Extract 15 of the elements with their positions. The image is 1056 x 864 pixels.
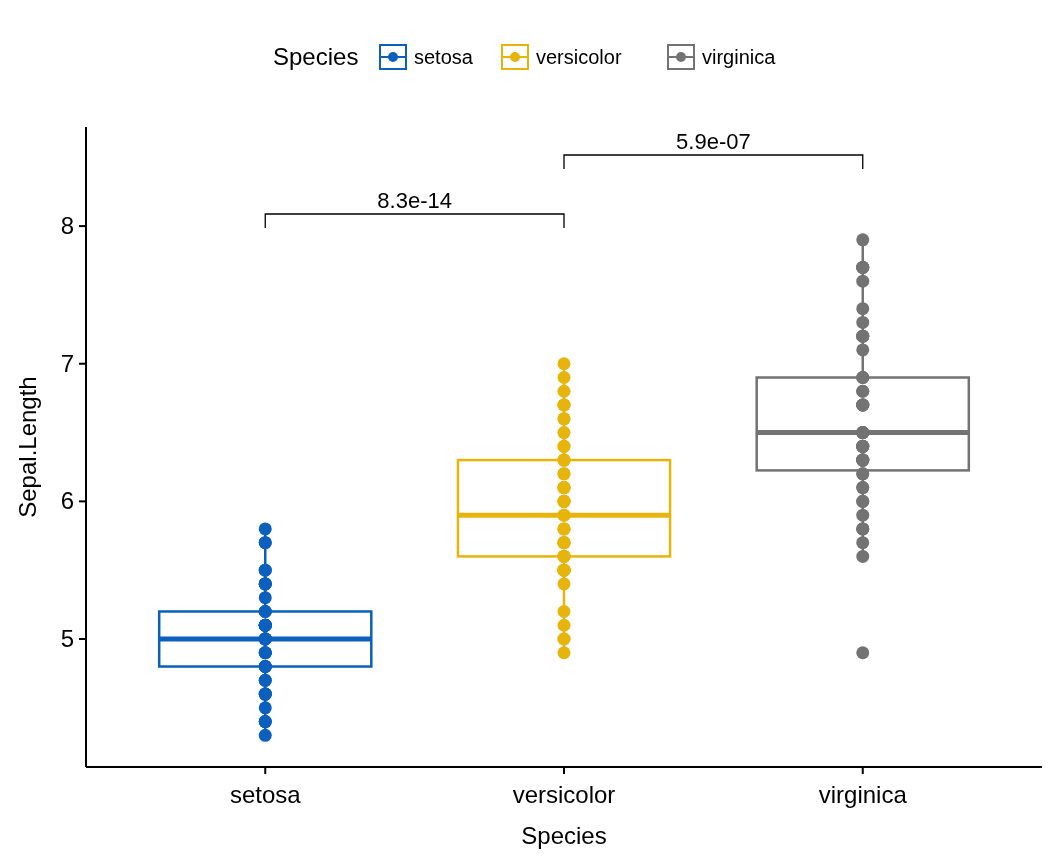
annotation: 8.3e-14: [377, 188, 452, 213]
x-tick-label: versicolor: [512, 781, 616, 808]
x-tick-label: setosa: [229, 781, 302, 808]
legend-title: Species: [273, 43, 359, 70]
legend-label: versicolor: [536, 46, 622, 68]
y-axis-title: Sepal.Length: [14, 376, 41, 518]
y-tick-label: 8: [60, 212, 74, 240]
legend-label: virginica: [702, 46, 777, 68]
y-tick-label: 5: [60, 625, 74, 652]
y-tick-label: 6: [60, 487, 74, 515]
x-tick-label: virginica: [818, 781, 908, 808]
y-tick-label: 7: [60, 349, 74, 377]
x-axis-title: Species: [521, 822, 607, 849]
legend-label: setosa: [414, 46, 474, 68]
annotation: 5.9e-07: [676, 129, 751, 154]
